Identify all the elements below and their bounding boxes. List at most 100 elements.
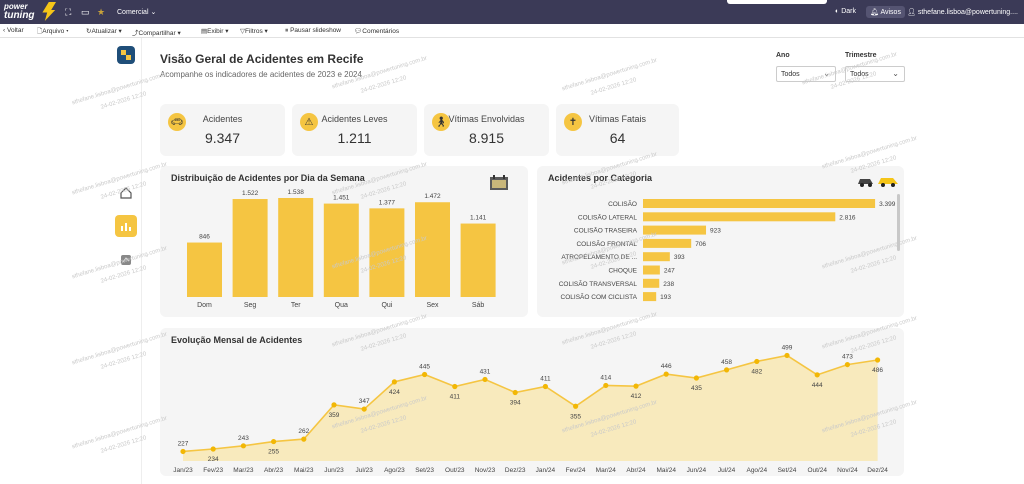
bell-icon: 🔔︎ <box>870 9 879 16</box>
trimestre-label: Trimestre <box>845 52 877 59</box>
report-logo-icon[interactable] <box>117 46 135 64</box>
monthly-point <box>452 383 458 390</box>
expand-icon[interactable]: ⛶ <box>65 7 72 17</box>
weekday-bar-label: 1.538 <box>288 189 305 196</box>
category-bar-label: 2.816 <box>839 214 856 221</box>
workspace-dropdown[interactable]: Comercial ⌄ <box>117 8 156 16</box>
menu-exibir[interactable]: ▤Exibir ▾ <box>201 28 229 35</box>
kpi-card-vitimas-envolvidas: 🚶︎ Vítimas Envolvidas 8.915 <box>424 104 549 156</box>
view-icon: ▤ <box>201 28 208 35</box>
weekday-bar-label: 846 <box>199 234 210 241</box>
category-tick-label: ATROPELAMENTO DE ... <box>561 254 637 261</box>
dark-label: Dark <box>841 8 856 15</box>
menu-atualizar[interactable]: ↻Atualizar ▾ <box>86 28 122 35</box>
weekday-bar <box>369 208 405 297</box>
weekday-bar-chart[interactable]: 846 Dom 1.522 Seg 1.538 Ter 1.451 Qua 1.377 Qui 1.… <box>160 166 528 317</box>
menu-compartilhar[interactable]: ⤴Compartilhar ▾ <box>132 30 181 37</box>
chevron-down-icon: ⌄ <box>150 9 157 16</box>
user-menu[interactable]: 👤︎ sthefane.lisboa@powertuning.... <box>907 8 1018 16</box>
power-tuning-logo[interactable]: power tuning <box>4 3 35 21</box>
chevron-left-icon: ‹ <box>3 27 6 34</box>
pause-icon: ⏸︎ <box>285 27 289 34</box>
monthly-tick-label: Mai/24 <box>656 467 676 474</box>
monthly-point <box>180 448 186 455</box>
menu-comentarios[interactable]: 💬︎Comentários <box>354 27 399 35</box>
kpi-value: 64 <box>609 130 626 146</box>
monthly-data-label: 424 <box>389 389 400 396</box>
report-nav-column <box>112 38 142 484</box>
kpi-card-vitimas-fatais: ✝ Vítimas Fatais 64 <box>556 104 679 156</box>
monthly-data-label: 435 <box>691 385 702 392</box>
overview-nav-button[interactable] <box>115 215 137 237</box>
menu-filtros-label: Filtros <box>245 28 263 35</box>
category-tick-label: COLISÃO FRONTAL <box>576 239 637 248</box>
monthly-tick-label: Ago/24 <box>746 467 767 474</box>
monthly-point <box>512 389 518 396</box>
menu-filtros[interactable]: ▽Filtros ▾ <box>240 28 268 35</box>
weekday-bar <box>187 242 222 297</box>
window-icon[interactable]: ▭ <box>81 7 90 17</box>
kpi-value: 8.915 <box>468 130 505 146</box>
trimestre-slicer[interactable]: Todos ⌄ <box>845 66 905 82</box>
monthly-tick-label: Jan/24 <box>536 467 556 474</box>
map-nav-button[interactable] <box>115 249 137 271</box>
menu-pausar-label: Pausar slideshow <box>290 27 342 34</box>
weekday-bar-label: 1.522 <box>242 190 259 197</box>
category-tick-label: COLISÃO LATERAL <box>578 212 638 221</box>
kpi-label: Vítimas Fatais <box>588 114 646 124</box>
lightning-icon <box>42 2 56 21</box>
weekday-bar <box>415 202 450 297</box>
page-subtitle: Acompanhe os indicadores de acidentes de… <box>160 70 362 79</box>
home-icon <box>120 187 132 199</box>
monthly-point <box>331 402 337 408</box>
avisos-label: Avisos <box>880 9 901 16</box>
monthly-data-label: 411 <box>540 375 551 382</box>
user-email: sthefane.lisboa@powertuning.... <box>917 9 1018 16</box>
ano-slicer[interactable]: Todos ⌄ <box>776 66 836 82</box>
home-nav-button[interactable] <box>115 182 137 204</box>
avisos-button[interactable]: 🔔︎ Avisos <box>866 6 905 18</box>
cross-icon: ✝ <box>564 113 582 131</box>
comment-icon: 💬︎ <box>354 28 363 35</box>
favorite-star-icon[interactable]: ★ <box>97 7 106 17</box>
monthly-point <box>422 371 428 378</box>
monthly-tick-label: Dez/23 <box>505 467 526 474</box>
category-bar-label: 923 <box>710 228 721 235</box>
dark-mode-toggle[interactable]: ◐ Dark <box>835 8 856 15</box>
menu-compartilhar-label: Compartilhar <box>138 30 176 37</box>
workspace-label: Comercial <box>117 9 149 16</box>
monthly-tick-label: Fev/23 <box>203 467 223 474</box>
category-bar <box>643 238 692 248</box>
monthly-point <box>271 438 277 445</box>
category-scrollbar[interactable] <box>897 194 900 251</box>
bar-chart-icon <box>121 223 131 231</box>
monthly-data-label: 458 <box>721 359 732 366</box>
monthly-data-label: 394 <box>510 399 521 406</box>
logo-text-power: power <box>4 2 28 11</box>
weekday-bar <box>460 223 496 297</box>
monthly-data-label: 446 <box>661 363 672 370</box>
weekday-bar-label: 1.141 <box>470 215 487 222</box>
monthly-tick-label: Out/23 <box>445 467 465 474</box>
menu-atualizar-label: Atualizar <box>91 28 117 35</box>
monthly-point <box>875 357 881 363</box>
menu-pausar-slideshow[interactable]: ⏸︎ Pausar slideshow <box>285 27 341 35</box>
menu-voltar[interactable]: ‹ Voltar <box>3 27 24 34</box>
menu-comentarios-label: Comentários <box>362 28 400 35</box>
category-chart-title: Acidentes por Categoria <box>548 173 653 183</box>
category-bar-chart[interactable]: COLISÃO 3.399 COLISÃO LATERAL 2.816 COLISÃO … <box>537 166 904 317</box>
menu-arquivo-label: Arquivo <box>42 28 65 35</box>
menu-arquivo[interactable]: 🗋︎Arquivo ▾ <box>37 28 69 35</box>
category-tick-label: COLISÃO <box>608 199 637 208</box>
monthly-area-chart[interactable]: 227 Jan/23 234 Fev/23 243 Mar/23 255 Abr/23 262 M… <box>160 328 904 476</box>
monthly-point <box>724 367 730 373</box>
user-icon: 👤︎ <box>907 9 916 16</box>
category-bar-label: 193 <box>660 294 671 301</box>
category-tick-label: CHOQUE <box>608 268 637 275</box>
monthly-chart-panel: Evolução Mensal de Acidentes 227 Jan/23 23… <box>160 328 904 476</box>
monthly-point <box>784 352 790 359</box>
page-title: Visão Geral de Acidentes em Recife <box>160 52 364 66</box>
weekday-tick-label: Qui <box>381 302 392 309</box>
monthly-data-label: 355 <box>570 413 581 420</box>
cars-icon <box>858 178 898 187</box>
